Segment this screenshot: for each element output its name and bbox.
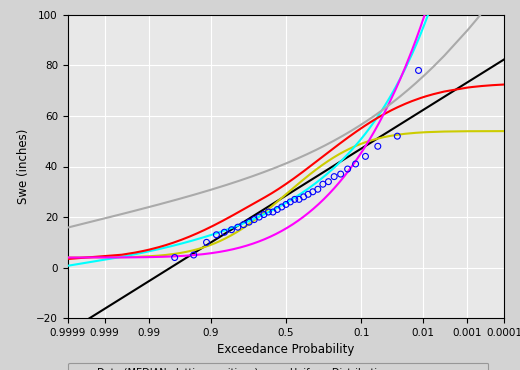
Generalized Logistic Distribution [472,19,478,23]
Uniform Distribution [501,129,508,133]
Data (MEDIAN plotting positions) [250,216,258,222]
Generalized Logistic Distribution [346,130,352,134]
Generalized Pareto Distribution [249,242,255,246]
Data (MEDIAN plotting positions) [295,196,303,202]
Uniform Distribution [249,219,255,224]
Data (MEDIAN plotting positions) [291,196,299,202]
X-axis label: Exceedance Probability: Exceedance Probability [217,343,355,356]
Data (MEDIAN plotting positions) [374,143,382,149]
Data (MEDIAN plotting positions) [324,179,333,185]
Normal Distribution [346,154,352,158]
Triangular Distribution [466,85,472,90]
Generalized Extreme Value Distribution [64,263,71,268]
Data (MEDIAN plotting positions) [286,199,294,205]
Data (MEDIAN plotting positions) [309,189,317,195]
Normal Distribution [472,75,478,80]
Generalized Pareto Distribution [222,249,228,253]
Uniform Distribution [472,129,478,134]
Line: Generalized Extreme Value Distribution: Generalized Extreme Value Distribution [68,0,504,266]
Data (MEDIAN plotting positions) [414,67,423,73]
Data (MEDIAN plotting positions) [282,201,290,207]
Uniform Distribution [222,236,228,241]
Generalized Logistic Distribution [466,27,472,31]
Data (MEDIAN plotting positions) [245,219,253,225]
Data (MEDIAN plotting positions) [361,154,370,159]
Data (MEDIAN plotting positions) [300,194,308,200]
Data (MEDIAN plotting positions) [336,171,345,177]
Data (MEDIAN plotting positions) [212,232,220,238]
Generalized Extreme Value Distribution [249,218,255,222]
Generalized Pareto Distribution [64,255,71,260]
Data (MEDIAN plotting positions) [171,255,179,260]
Triangular Distribution [222,217,228,222]
Data (MEDIAN plotting positions) [220,229,228,235]
Triangular Distribution [346,134,352,139]
Generalized Logistic Distribution [222,183,228,188]
Generalized Logistic Distribution [298,154,305,159]
Data (MEDIAN plotting positions) [227,227,236,233]
Normal Distribution [222,231,228,236]
Line: Normal Distribution: Normal Distribution [68,59,504,332]
Data (MEDIAN plotting positions) [273,206,281,212]
Data (MEDIAN plotting positions) [314,186,322,192]
Data (MEDIAN plotting positions) [189,252,198,258]
Data (MEDIAN plotting positions) [202,239,211,245]
Data (MEDIAN plotting positions) [264,209,272,215]
Data (MEDIAN plotting positions) [269,209,277,215]
Y-axis label: Swe (inches): Swe (inches) [18,129,31,204]
Line: Uniform Distribution: Uniform Distribution [68,131,504,258]
Data (MEDIAN plotting positions) [319,181,327,187]
Triangular Distribution [64,257,71,261]
Uniform Distribution [346,147,352,151]
Normal Distribution [298,184,305,188]
Data (MEDIAN plotting positions) [233,224,242,230]
Normal Distribution [249,214,255,219]
Legend: Data (MEDIAN plotting positions), Triangular Distribution, Normal Distribution, : Data (MEDIAN plotting positions), Triang… [68,363,488,370]
Uniform Distribution [466,129,472,134]
Data (MEDIAN plotting positions) [239,222,248,228]
Data (MEDIAN plotting positions) [330,174,339,179]
Data (MEDIAN plotting positions) [304,191,313,197]
Data (MEDIAN plotting positions) [278,204,286,210]
Triangular Distribution [298,171,305,175]
Triangular Distribution [501,82,508,87]
Normal Distribution [466,79,472,84]
Normal Distribution [501,57,508,61]
Generalized Logistic Distribution [64,225,71,230]
Data (MEDIAN plotting positions) [255,214,263,220]
Generalized Pareto Distribution [346,168,352,172]
Uniform Distribution [298,179,305,183]
Uniform Distribution [64,255,71,260]
Triangular Distribution [249,202,255,206]
Data (MEDIAN plotting positions) [352,161,360,167]
Line: Triangular Distribution: Triangular Distribution [68,84,504,259]
Generalized Extreme Value Distribution [298,191,305,195]
Line: Generalized Logistic Distribution: Generalized Logistic Distribution [68,0,504,228]
Generalized Logistic Distribution [249,174,255,178]
Data (MEDIAN plotting positions) [344,166,352,172]
Line: Generalized Pareto Distribution: Generalized Pareto Distribution [68,0,504,258]
Data (MEDIAN plotting positions) [393,133,401,139]
Generalized Pareto Distribution [298,216,305,220]
Normal Distribution [64,330,71,334]
Data (MEDIAN plotting positions) [259,212,268,218]
Generalized Extreme Value Distribution [346,151,352,155]
Triangular Distribution [472,84,478,89]
Generalized Extreme Value Distribution [222,228,228,232]
